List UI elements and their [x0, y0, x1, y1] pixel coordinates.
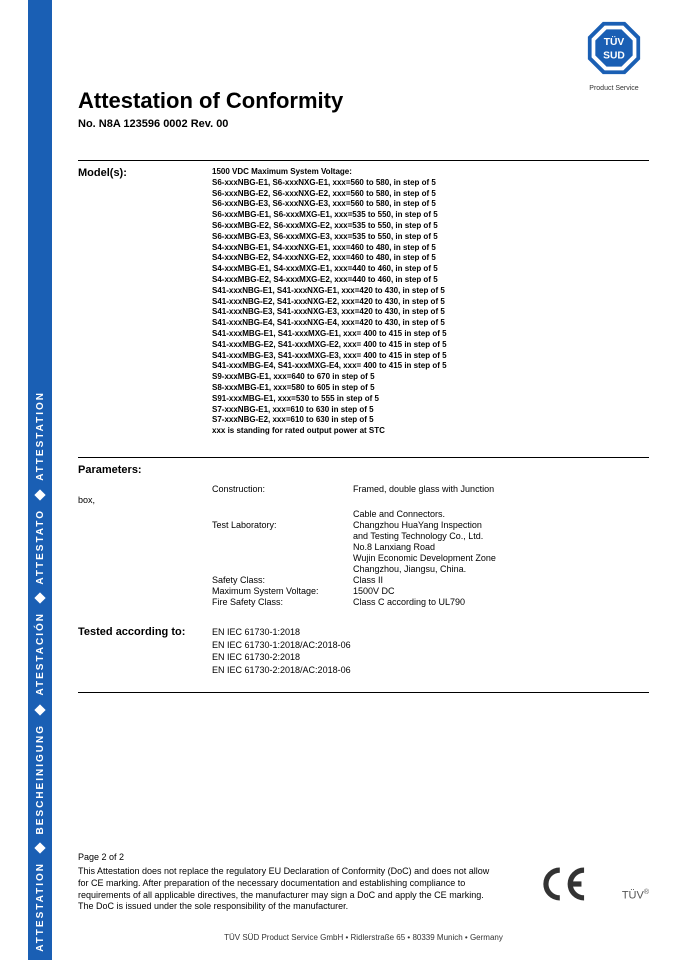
tested-heading: Tested according to:: [78, 626, 212, 676]
model-line: S7-xxxNBG-E2, xxx=610 to 630 in step of …: [212, 415, 649, 426]
param-value: and Testing Technology Co., Ltd.: [353, 531, 649, 541]
model-line: S4-xxxNBG-E2, S4-xxxNXG-E2, xxx=460 to 4…: [212, 253, 649, 264]
tested-line: EN IEC 61730-1:2018/AC:2018-06: [212, 639, 649, 652]
param-row: Fire Safety Class:Class C according to U…: [78, 597, 649, 607]
model-line: S6-xxxNBG-E3, S6-xxxNXG-E3, xxx=560 to 5…: [212, 199, 649, 210]
param-value: No.8 Lanxiang Road: [353, 542, 649, 552]
param-value: Cable and Connectors.: [353, 509, 649, 519]
param-value: Class C according to UL790: [353, 597, 649, 607]
model-line: S41-xxxMBG-E1, S41-xxxMXG-E1, xxx= 400 t…: [212, 329, 649, 340]
sideband-word: ATTESTATION: [35, 862, 46, 952]
sideband-word: ATTESTATION: [35, 391, 46, 481]
tested-body: EN IEC 61730-1:2018EN IEC 61730-1:2018/A…: [212, 626, 649, 676]
param-label: Safety Class:: [212, 575, 353, 585]
param-value: Wujin Economic Development Zone: [353, 553, 649, 563]
param-row: No.8 Lanxiang Road: [78, 542, 649, 552]
page-content: TÜV SUD Product Service Attestation of C…: [78, 0, 649, 960]
model-line: S6-xxxMBG-E2, S6-xxxMXG-E2, xxx=535 to 5…: [212, 221, 649, 232]
tuv-sud-octagon-icon: TÜV SUD: [586, 20, 642, 76]
model-line: S7-xxxNBG-E1, xxx=610 to 630 in step of …: [212, 405, 649, 416]
model-line: S41-xxxMBG-E3, S41-xxxMXG-E3, xxx= 400 t…: [212, 351, 649, 362]
model-line: S8-xxxMBG-E1, xxx=580 to 605 in step of …: [212, 383, 649, 394]
model-line: S41-xxxNBG-E2, S41-xxxNXG-E2, xxx=420 to…: [212, 297, 649, 308]
parameters-heading: Parameters:: [78, 457, 649, 476]
tested-section: Tested according to: EN IEC 61730-1:2018…: [78, 626, 649, 676]
model-line: S41-xxxNBG-E1, S41-xxxNXG-E1, xxx=420 to…: [212, 286, 649, 297]
model-line: S91-xxxMBG-E1, xxx=530 to 555 in step of…: [212, 394, 649, 405]
model-line: S6-xxxNBG-E2, S6-xxxNXG-E2, xxx=560 to 5…: [212, 189, 649, 200]
model-line: S41-xxxMBG-E2, S41-xxxMXG-E2, xxx= 400 t…: [212, 340, 649, 351]
models-heading: Model(s):: [78, 167, 212, 437]
diamond-icon: [34, 489, 45, 500]
logo-top-text: TÜV: [604, 35, 625, 48]
rule: [78, 160, 649, 161]
param-value: Changzhou HuaYang Inspection: [353, 520, 649, 530]
rule: [78, 692, 649, 693]
param-row: Changzhou, Jiangsu, China.: [78, 564, 649, 574]
model-line: S4-xxxNBG-E1, S4-xxxNXG-E1, xxx=460 to 4…: [212, 243, 649, 254]
param-row: and Testing Technology Co., Ltd.: [78, 531, 649, 541]
sideband-word: ATESTACIÓN: [35, 612, 46, 696]
param-label: Fire Safety Class:: [212, 597, 353, 607]
models-body: 1500 VDC Maximum System Voltage: S6-xxxN…: [212, 167, 649, 437]
box-note: box,: [78, 495, 649, 505]
tuv-logo-area: TÜV SUD Product Service: [579, 20, 649, 92]
model-line: S4-xxxMBG-E2, S4-xxxMXG-E2, xxx=440 to 4…: [212, 275, 649, 286]
param-row: Maximum System Voltage:1500V DC: [78, 586, 649, 596]
param-label: Test Laboratory:: [212, 520, 353, 530]
model-line: S9-xxxMBG-E1, xxx=640 to 670 in step of …: [212, 372, 649, 383]
ce-mark-icon: [539, 866, 591, 902]
model-line: S6-xxxMBG-E1, S6-xxxMXG-E1, xxx=535 to 5…: [212, 210, 649, 221]
param-value: Framed, double glass with Junction: [353, 484, 649, 494]
model-line: xxx is standing for rated output power a…: [212, 426, 649, 437]
tested-line: EN IEC 61730-1:2018: [212, 626, 649, 639]
param-row: Wujin Economic Development Zone: [78, 553, 649, 563]
logo-bottom-text: SUD: [603, 50, 625, 61]
parameters-body-2: Cable and Connectors.Test Laboratory:Cha…: [78, 509, 649, 608]
param-value: Changzhou, Jiangsu, China.: [353, 564, 649, 574]
param-label: Maximum System Voltage:: [212, 586, 353, 596]
sideband-word: ATTESTATO: [35, 509, 46, 585]
tested-line: EN IEC 61730-2:2018: [212, 651, 649, 664]
diamond-icon: [34, 843, 45, 854]
page-number: Page 2 of 2: [78, 852, 649, 862]
param-value: Class II: [353, 575, 649, 585]
param-row: Construction:Framed, double glass with J…: [78, 484, 649, 494]
model-line: S6-xxxMBG-E3, S6-xxxMXG-E3, xxx=535 to 5…: [212, 232, 649, 243]
diamond-icon: [34, 704, 45, 715]
side-band: ATTESTATION BESCHEINIGUNG ATESTACIÓN ATTEST…: [28, 0, 52, 960]
model-line: S4-xxxMBG-E1, S4-xxxMXG-E1, xxx=440 to 4…: [212, 264, 649, 275]
model-line: S6-xxxNBG-E1, S6-xxxNXG-E1, xxx=560 to 5…: [212, 178, 649, 189]
diamond-icon: [34, 593, 45, 604]
voltage-line: 1500 VDC Maximum System Voltage:: [212, 167, 649, 178]
param-row: Safety Class:Class II: [78, 575, 649, 585]
page-title: Attestation of Conformity: [78, 88, 649, 114]
document-number: No. N8A 123596 0002 Rev. 00: [78, 118, 649, 130]
logo-sublabel: Product Service: [579, 85, 649, 92]
sideband-word: BESCHEINIGUNG: [35, 724, 46, 834]
param-label: Construction:: [212, 484, 353, 494]
models-section: Model(s): 1500 VDC Maximum System Voltag…: [78, 167, 649, 437]
tested-line: EN IEC 61730-2:2018/AC:2018-06: [212, 664, 649, 677]
parameters-body: Construction:Framed, double glass with J…: [78, 484, 649, 495]
param-value: 1500V DC: [353, 586, 649, 596]
model-line: S41-xxxNBG-E3, S41-xxxNXG-E3, xxx=420 to…: [212, 307, 649, 318]
company-line: TÜV SÜD Product Service GmbH • Ridlerstr…: [78, 933, 649, 942]
model-line: S41-xxxMBG-E4, S41-xxxMXG-E4, xxx= 400 t…: [212, 361, 649, 372]
param-row: Test Laboratory:Changzhou HuaYang Inspec…: [78, 520, 649, 530]
disclaimer-text: This Attestation does not replace the re…: [78, 866, 498, 913]
param-row: Cable and Connectors.: [78, 509, 649, 519]
model-line: S41-xxxNBG-E4, S41-xxxNXG-E4, xxx=420 to…: [212, 318, 649, 329]
tuv-footer-mark: TÜV®: [622, 889, 649, 902]
